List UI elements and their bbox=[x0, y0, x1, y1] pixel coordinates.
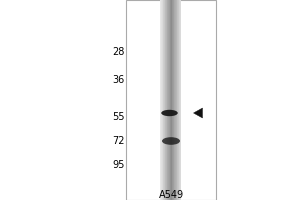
Text: A549: A549 bbox=[158, 190, 184, 200]
Bar bbox=[164, 0, 165, 200]
Bar bbox=[174, 0, 175, 200]
Bar bbox=[176, 0, 177, 200]
Text: 55: 55 bbox=[112, 112, 124, 122]
Ellipse shape bbox=[162, 137, 180, 145]
Bar bbox=[126, 0, 216, 200]
Text: 72: 72 bbox=[112, 136, 124, 146]
Bar bbox=[175, 0, 176, 200]
Bar bbox=[173, 0, 174, 200]
Bar bbox=[162, 0, 163, 200]
Bar bbox=[170, 0, 171, 200]
Bar bbox=[179, 0, 180, 200]
Bar bbox=[160, 0, 161, 200]
Bar bbox=[177, 0, 178, 200]
Bar bbox=[169, 0, 170, 200]
Bar bbox=[167, 0, 168, 200]
Bar bbox=[171, 0, 172, 200]
Ellipse shape bbox=[161, 110, 178, 116]
Bar bbox=[172, 0, 173, 200]
Bar bbox=[166, 0, 167, 200]
Polygon shape bbox=[194, 108, 202, 118]
Text: 28: 28 bbox=[112, 47, 124, 57]
Text: 95: 95 bbox=[112, 160, 124, 170]
Bar bbox=[180, 0, 181, 200]
Text: 36: 36 bbox=[112, 75, 124, 85]
Bar bbox=[161, 0, 162, 200]
Bar bbox=[178, 0, 179, 200]
Bar bbox=[165, 0, 166, 200]
Bar bbox=[168, 0, 169, 200]
Bar bbox=[163, 0, 164, 200]
Bar bbox=[181, 0, 182, 200]
